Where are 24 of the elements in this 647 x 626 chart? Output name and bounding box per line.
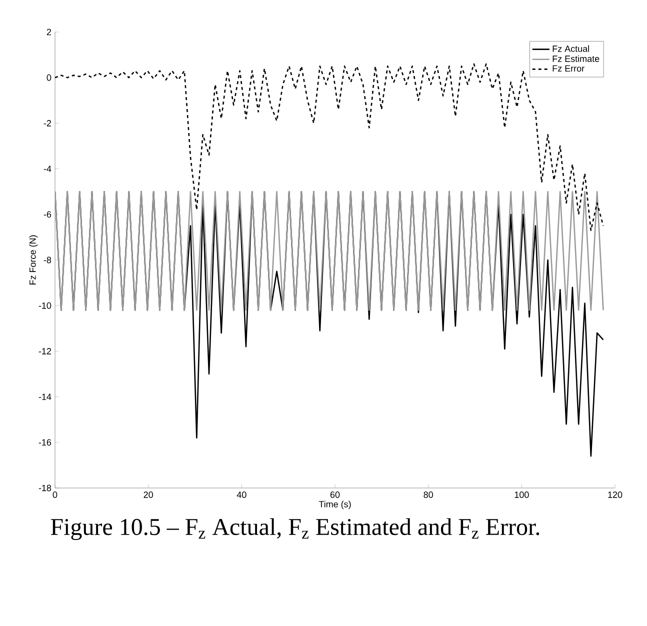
legend-label: Fz Error — [552, 65, 584, 72]
x-tick-label: 120 — [608, 492, 622, 498]
y-tick-label: -14 — [38, 394, 52, 400]
y-tick-label: 2 — [46, 28, 52, 36]
x-tick-label: 60 — [330, 492, 340, 498]
x-tick-label: 100 — [514, 492, 529, 498]
y-tick-label: -18 — [38, 484, 52, 492]
x-tick-label: 40 — [236, 492, 246, 498]
legend-label: Fz Estimate — [552, 55, 600, 62]
y-tick-label: -6 — [44, 211, 52, 218]
y-axis-title: Fz Force (N) — [29, 235, 38, 285]
legend-label: Fz Actual — [552, 45, 589, 52]
y-tick-label: -4 — [44, 166, 52, 172]
x-axis-title: Time (s) — [318, 500, 351, 510]
x-tick-label: 0 — [52, 492, 58, 498]
y-tick-label: 0 — [46, 74, 52, 81]
y-tick-label: -2 — [44, 120, 52, 126]
y-tick-label: -10 — [38, 302, 52, 309]
caption: Figure 10.5 – F$_{z}$ Actual, F$_{z}$ Estimated and F$_{z}$ Error. — [50, 518, 540, 540]
x-tick-label: 20 — [144, 492, 153, 498]
y-tick-label: -16 — [38, 439, 52, 446]
x-tick-label: 80 — [424, 492, 433, 498]
y-tick-label: -12 — [38, 348, 52, 354]
y-tick-label: -8 — [44, 256, 52, 264]
